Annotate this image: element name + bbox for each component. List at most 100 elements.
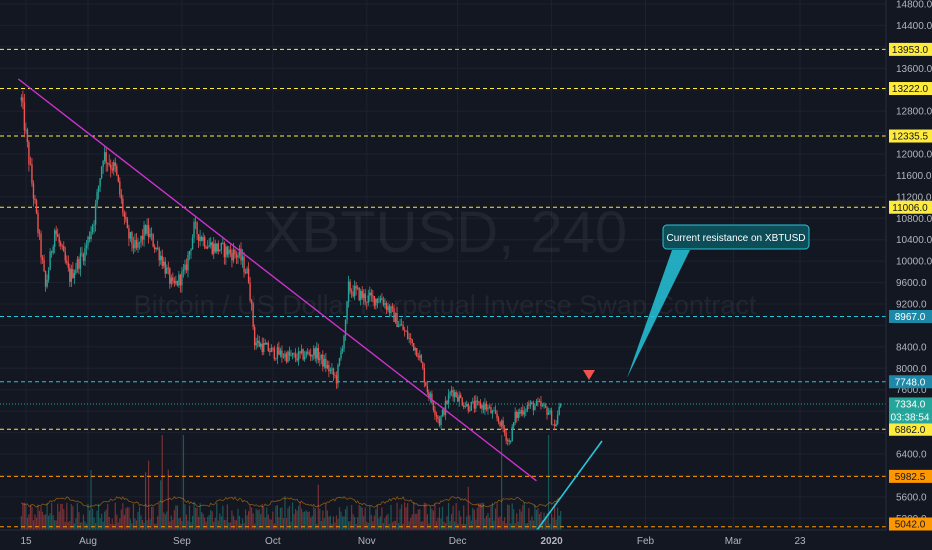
level-label-8967.0-bg [889, 309, 932, 323]
candle-body [320, 354, 323, 359]
volume-bar [411, 514, 413, 530]
volume-bar [278, 517, 280, 530]
volume-bar [302, 512, 304, 530]
volume-bar [455, 503, 457, 530]
candle-body [394, 312, 397, 322]
volume-bar [231, 510, 233, 530]
volume-bar [60, 503, 62, 530]
volume-bar [529, 520, 531, 530]
volume-bar [358, 504, 360, 530]
candle-body [552, 424, 554, 426]
volume-bar [364, 507, 366, 530]
volume-bar [422, 521, 424, 530]
candle-body [213, 243, 215, 254]
candle-body [487, 407, 489, 410]
candle-body [293, 353, 295, 355]
candle-body [422, 362, 424, 369]
volume-bar [417, 509, 419, 530]
candle-body [91, 225, 94, 232]
candle-body [29, 164, 32, 166]
volume-bar [291, 502, 294, 530]
candle-body [208, 245, 210, 247]
volume-bar [137, 511, 139, 530]
volume-bar [361, 507, 363, 530]
volume-bar [49, 513, 51, 530]
candle-body [284, 353, 286, 358]
candle-body [203, 237, 206, 247]
candle-body [225, 246, 227, 258]
volume-bar [108, 517, 110, 530]
candle-body [300, 349, 303, 353]
volume-bar [267, 514, 269, 530]
candle-body [366, 301, 368, 303]
candle-body [63, 245, 65, 252]
volume-bar [323, 518, 325, 530]
volume-bar [166, 511, 168, 530]
volume-bar [560, 511, 562, 530]
candle-body [493, 410, 495, 412]
volume-bar [161, 435, 163, 530]
volume-bar [329, 515, 331, 530]
candle-body [70, 269, 73, 282]
candle-body [73, 273, 76, 279]
volume-bar [266, 507, 268, 530]
candlestick-series [20, 90, 562, 446]
callout-box[interactable] [662, 224, 810, 250]
candle-body [344, 319, 347, 337]
candle-body [416, 348, 418, 357]
candle-body [466, 403, 468, 406]
price-level-labels: 13953.0 13222.0 12335.5 11006.0 8967.0 7748.0… [889, 42, 932, 531]
volume-bar [290, 521, 292, 530]
candle-body [188, 250, 191, 255]
candle-body [282, 356, 285, 358]
candle-body [391, 306, 394, 309]
candle-body [108, 163, 110, 165]
volume-bar [401, 504, 403, 530]
candle-body [214, 243, 216, 252]
candle-body [528, 405, 530, 406]
volume-bar [202, 513, 204, 530]
candle-body [482, 404, 485, 410]
candle-body [305, 351, 307, 357]
volume-bar [385, 515, 388, 530]
candle-body [231, 252, 233, 261]
candle-body [511, 426, 513, 442]
volume-bar [140, 515, 142, 530]
candle-body [360, 290, 362, 301]
volume-bar [516, 513, 518, 530]
volume-bar [304, 511, 306, 530]
descending-trendline[interactable] [17, 78, 537, 482]
x-tick-label: 23 [794, 536, 806, 547]
volume-bar [326, 510, 328, 530]
volume-bar [523, 502, 525, 530]
volume-bar [481, 502, 483, 530]
volume-bar [93, 517, 95, 530]
candle-body [147, 225, 150, 238]
candle-body [303, 356, 306, 360]
candle-body [319, 358, 321, 361]
volume-bar [125, 508, 127, 530]
rising-trendline[interactable] [536, 440, 603, 531]
candle-body [414, 348, 416, 351]
candle-body [429, 393, 432, 398]
x-tick-label: 15 [20, 536, 32, 547]
candle-body [49, 251, 51, 271]
volume-bar [517, 521, 519, 530]
volume-bar [307, 511, 309, 530]
candle-body [367, 295, 369, 303]
volume-bar [454, 521, 456, 530]
candle-body [69, 267, 71, 282]
volume-bar [90, 469, 92, 530]
candle-body [82, 254, 85, 261]
candle-body [181, 271, 183, 286]
candle-body [297, 351, 300, 361]
volume-bar [205, 521, 207, 530]
candle-body [396, 312, 398, 328]
candle-body [160, 255, 162, 261]
volume-bar [402, 523, 404, 530]
candle-body [34, 198, 36, 201]
volume-bar [26, 517, 28, 530]
volume-bar [217, 520, 219, 530]
volume-bar [458, 510, 460, 530]
